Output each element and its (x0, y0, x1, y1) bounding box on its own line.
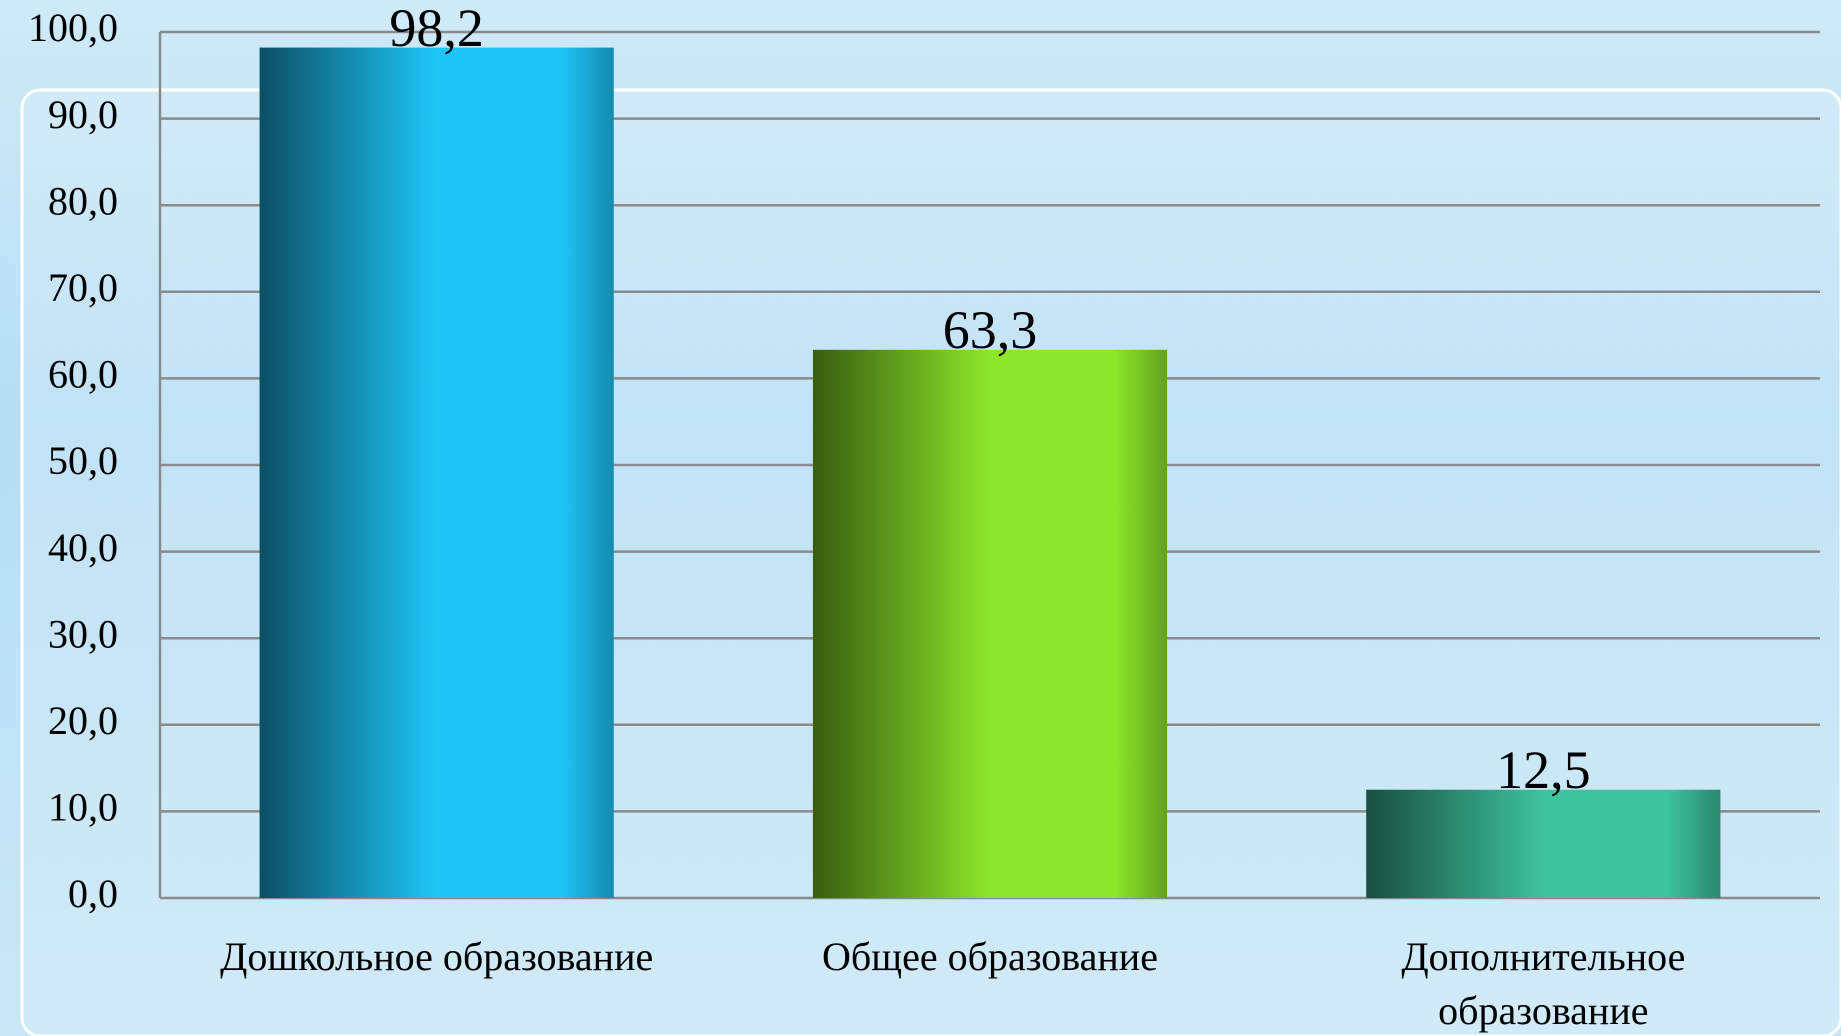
bar-shade (813, 350, 1167, 898)
x-tick-label: Дополнительное образование (1323, 930, 1763, 1036)
y-tick-label: 30,0 (48, 611, 118, 656)
y-tick-label: 20,0 (48, 698, 118, 743)
x-tick-label: Дошкольное образование (217, 930, 657, 984)
data-label: 63,3 (943, 300, 1038, 360)
data-label: 98,2 (389, 0, 484, 58)
y-tick-label: 40,0 (48, 525, 118, 570)
y-tick-label: 90,0 (48, 92, 118, 137)
y-tick-label: 10,0 (48, 785, 118, 830)
bar-shade (260, 48, 614, 898)
x-tick-label: Общее образование (770, 930, 1210, 984)
y-tick-label: 60,0 (48, 352, 118, 397)
y-tick-label: 70,0 (48, 265, 118, 310)
page: 0,0 10,0 20,0 30,0 40,0 50,0 60,0 70,0 80,0 90,0 1… (0, 0, 1841, 1036)
y-tick-label: 80,0 (48, 178, 118, 223)
y-tick-label: 0,0 (68, 871, 118, 916)
y-tick-label: 50,0 (48, 438, 118, 483)
chart: 0,0 10,0 20,0 30,0 40,0 50,0 60,0 70,0 80,0 90,0 1… (0, 0, 1841, 1036)
y-tick-label: 100,0 (28, 5, 118, 50)
bar-shade (1366, 790, 1720, 898)
data-label: 12,5 (1496, 740, 1591, 800)
